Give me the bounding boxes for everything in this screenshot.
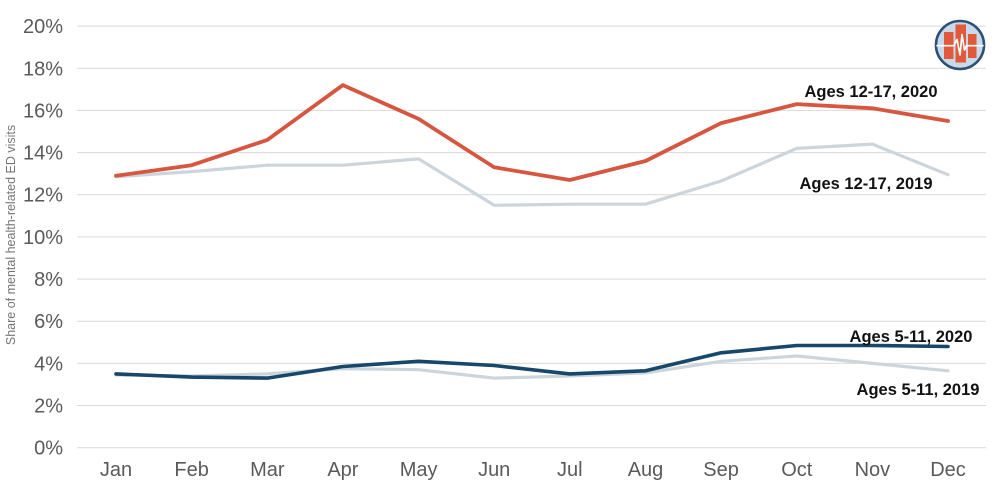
x-tick-label: Dec [930, 459, 966, 481]
series-line-ages-5-11-2019 [114, 354, 950, 380]
y-tick-label: 6% [34, 311, 63, 333]
series-line-ages-12-17-2019 [114, 142, 950, 207]
x-tick-label: Jul [557, 459, 583, 481]
y-tick-label: 14% [23, 143, 63, 165]
series-labels-layer: Ages 12-17, 2020 Ages 12-17, 2019 Ages 5-1… [799, 83, 979, 399]
x-tick-label: May [400, 459, 438, 481]
series-layer [114, 83, 950, 380]
series-label-ages-12-17-2019: Ages 12-17, 2019 [799, 175, 932, 193]
series-label-ages-5-11-2019: Ages 5-11, 2019 [857, 381, 980, 399]
y-tick-label: 12% [23, 185, 63, 207]
x-tick-label: Aug [628, 459, 664, 481]
series-line-ages-12-17-2020 [114, 83, 950, 182]
y-axis-title: Share of mental health-related ED visits [4, 125, 18, 345]
y-tick-label: 10% [23, 227, 63, 249]
y-tick-label: 2% [34, 396, 63, 418]
x-tick-label: Nov [855, 459, 891, 481]
series-label-ages-12-17-2020: Ages 12-17, 2020 [804, 83, 937, 101]
y-tick-label: 0% [34, 438, 63, 460]
y-tick-label: 8% [34, 269, 63, 291]
x-tick-label: Mar [250, 459, 285, 481]
x-tick-label: Feb [174, 459, 208, 481]
heartbeat-bar-chart-logo-icon [934, 19, 986, 71]
x-tick-label: Jun [478, 459, 510, 481]
x-tick-label: Apr [327, 459, 358, 481]
series-line-ages-5-11-2020 [114, 343, 950, 380]
gridlines-layer [77, 25, 986, 449]
axis-labels-layer: 0% 2% 4% 6% 8% 10% 12% 14% 16% 18% 20% Jan Feb Mar Apr… [23, 16, 966, 481]
y-tick-label: 18% [23, 58, 63, 80]
x-tick-label: Sep [703, 459, 739, 481]
y-tick-label: 4% [34, 353, 63, 375]
y-tick-label: 20% [23, 16, 63, 38]
x-tick-label: Oct [781, 459, 813, 481]
y-tick-label: 16% [23, 100, 63, 122]
x-tick-label: Jan [100, 459, 132, 481]
series-label-ages-5-11-2020: Ages 5-11, 2020 [850, 328, 973, 346]
